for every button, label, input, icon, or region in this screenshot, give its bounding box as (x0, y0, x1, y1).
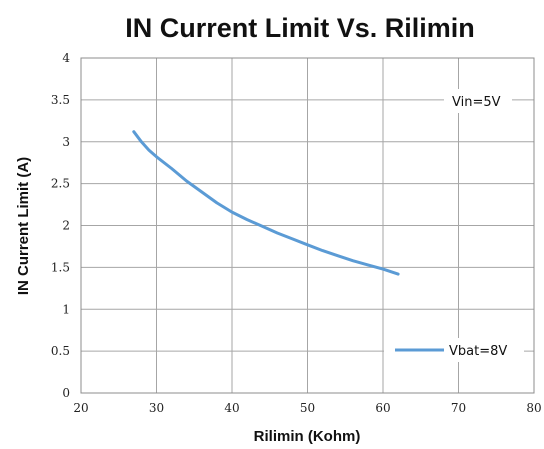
y-axis-label: IN Current Limit (A) (15, 157, 32, 295)
y-tick-labels: 0 0.5 1 1.5 2 2.5 3 3.5 4 (51, 51, 70, 400)
legend: Vbat=8V (384, 338, 524, 362)
x-tick-labels: 20 30 40 50 60 70 80 (73, 401, 541, 415)
y-tick-label: 2.5 (51, 177, 70, 191)
x-tick-label: 50 (300, 401, 315, 415)
annotation-background (444, 89, 512, 113)
y-tick-label: 0 (62, 386, 70, 400)
y-tick-label: 3.5 (51, 93, 70, 107)
x-tick-label: 20 (73, 401, 88, 415)
series-line (132, 130, 400, 276)
x-axis-label: Rilimin (Kohm) (254, 428, 361, 445)
y-tick-label: 1.5 (51, 260, 70, 274)
x-tick-label: 40 (224, 401, 239, 415)
plot-area-border (80, 57, 535, 394)
x-tick-label: 30 (149, 401, 164, 415)
y-tick-label: 4 (62, 51, 70, 65)
annotation-text: Vin=5V (452, 95, 501, 110)
x-tick-label: 70 (451, 401, 466, 415)
x-tick-label: 60 (375, 401, 390, 415)
x-tick-label: 80 (526, 401, 541, 415)
legend-label: Vbat=8V (449, 344, 507, 359)
y-tick-label: 3 (62, 135, 70, 149)
y-tick-label: 2 (62, 219, 70, 233)
y-tick-label: 0.5 (51, 344, 70, 358)
grid (80, 57, 535, 394)
series-group (132, 130, 400, 276)
y-tick-label: 1 (62, 302, 70, 316)
annotation-box: Vin=5V (444, 89, 512, 113)
chart-title: IN Current Limit Vs. Rilimin (125, 13, 475, 43)
